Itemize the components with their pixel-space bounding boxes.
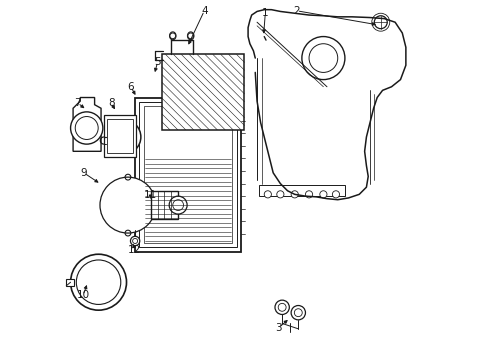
Circle shape: [373, 16, 386, 29]
Circle shape: [169, 33, 175, 39]
Circle shape: [276, 191, 284, 198]
Bar: [258, 185, 344, 196]
Circle shape: [187, 33, 193, 39]
Circle shape: [104, 182, 151, 228]
Circle shape: [305, 191, 312, 198]
Circle shape: [130, 236, 140, 246]
Text: 8: 8: [107, 98, 114, 108]
Polygon shape: [73, 98, 101, 151]
Circle shape: [106, 120, 141, 154]
Circle shape: [100, 177, 156, 233]
Circle shape: [274, 300, 289, 315]
Text: 7: 7: [74, 98, 81, 108]
Text: 12: 12: [127, 245, 141, 255]
Circle shape: [290, 191, 298, 198]
Text: 3: 3: [275, 323, 281, 333]
Bar: [162, 54, 244, 130]
Text: 5: 5: [154, 57, 161, 67]
Circle shape: [301, 37, 344, 80]
Text: 10: 10: [77, 291, 89, 301]
Circle shape: [70, 112, 102, 144]
Circle shape: [332, 191, 339, 198]
Bar: [106, 119, 133, 153]
Text: 6: 6: [127, 82, 134, 92]
Circle shape: [319, 191, 326, 198]
Text: 2: 2: [293, 6, 299, 16]
Text: 1: 1: [262, 8, 268, 18]
Circle shape: [290, 306, 305, 320]
Circle shape: [264, 191, 271, 198]
Bar: [66, 279, 74, 286]
Bar: [104, 116, 136, 157]
Circle shape: [169, 196, 187, 214]
Text: 9: 9: [81, 168, 87, 178]
Bar: [144, 107, 231, 243]
Circle shape: [70, 254, 126, 310]
Bar: [151, 191, 178, 220]
Text: 4: 4: [201, 6, 207, 16]
Bar: [135, 98, 241, 252]
Text: 11: 11: [143, 190, 157, 200]
Bar: [139, 102, 236, 247]
